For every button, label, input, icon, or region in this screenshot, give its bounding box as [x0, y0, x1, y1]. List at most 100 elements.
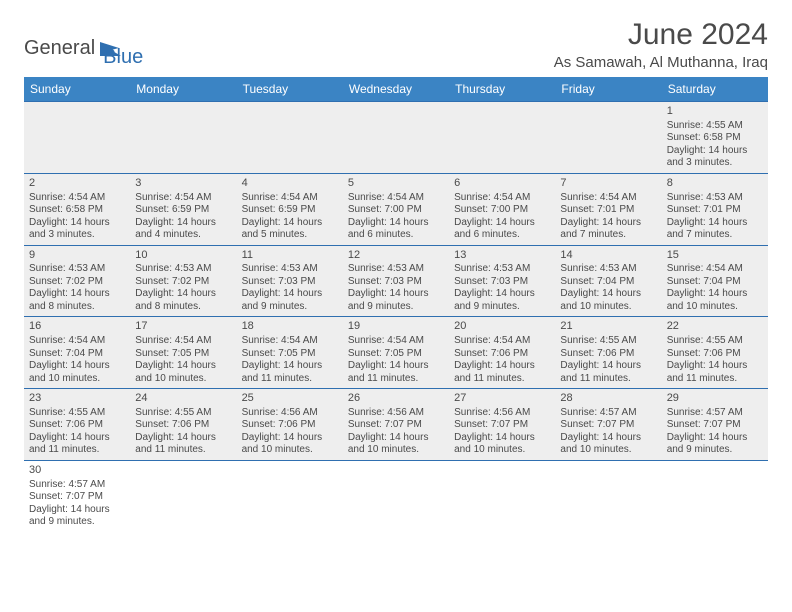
day-sunrise: Sunrise: 4:57 AM	[667, 407, 763, 420]
day-number: 16	[29, 320, 125, 334]
calendar-week-row: 2Sunrise: 4:54 AMSunset: 6:58 PMDaylight…	[24, 173, 768, 245]
day-day2: and 9 minutes.	[29, 516, 125, 529]
day-day2: and 10 minutes.	[560, 301, 656, 314]
calendar-day-cell: 9Sunrise: 4:53 AMSunset: 7:02 PMDaylight…	[24, 245, 130, 317]
day-number: 7	[560, 177, 656, 191]
day-sunrise: Sunrise: 4:55 AM	[667, 335, 763, 348]
day-day2: and 10 minutes.	[348, 444, 444, 457]
day-sunset: Sunset: 7:01 PM	[667, 204, 763, 217]
day-day2: and 7 minutes.	[560, 229, 656, 242]
calendar-empty-cell	[662, 460, 768, 531]
day-day1: Daylight: 14 hours	[560, 360, 656, 373]
calendar-day-cell: 5Sunrise: 4:54 AMSunset: 7:00 PMDaylight…	[343, 173, 449, 245]
day-sunset: Sunset: 7:04 PM	[667, 276, 763, 289]
day-sunrise: Sunrise: 4:53 AM	[242, 263, 338, 276]
day-day2: and 11 minutes.	[29, 444, 125, 457]
day-sunrise: Sunrise: 4:55 AM	[29, 407, 125, 420]
day-sunset: Sunset: 6:58 PM	[667, 132, 763, 145]
calendar-day-cell: 1Sunrise: 4:55 AMSunset: 6:58 PMDaylight…	[662, 102, 768, 174]
calendar-day-cell: 16Sunrise: 4:54 AMSunset: 7:04 PMDayligh…	[24, 317, 130, 389]
day-day2: and 10 minutes.	[29, 373, 125, 386]
day-sunrise: Sunrise: 4:53 AM	[135, 263, 231, 276]
day-sunset: Sunset: 7:07 PM	[29, 491, 125, 504]
calendar-table: Sunday Monday Tuesday Wednesday Thursday…	[24, 77, 768, 532]
day-sunrise: Sunrise: 4:54 AM	[242, 335, 338, 348]
day-sunset: Sunset: 7:05 PM	[348, 348, 444, 361]
day-sunrise: Sunrise: 4:54 AM	[29, 192, 125, 205]
day-day1: Daylight: 14 hours	[667, 432, 763, 445]
day-number: 12	[348, 249, 444, 263]
day-sunset: Sunset: 7:07 PM	[667, 419, 763, 432]
day-sunset: Sunset: 7:07 PM	[348, 419, 444, 432]
day-sunset: Sunset: 7:06 PM	[135, 419, 231, 432]
day-number: 9	[29, 249, 125, 263]
day-day1: Daylight: 14 hours	[667, 217, 763, 230]
day-sunset: Sunset: 6:59 PM	[135, 204, 231, 217]
day-sunrise: Sunrise: 4:54 AM	[242, 192, 338, 205]
day-sunrise: Sunrise: 4:53 AM	[454, 263, 550, 276]
day-day1: Daylight: 14 hours	[135, 432, 231, 445]
day-number: 4	[242, 177, 338, 191]
day-number: 6	[454, 177, 550, 191]
weekday-header: Sunday	[24, 77, 130, 102]
day-sunset: Sunset: 7:02 PM	[29, 276, 125, 289]
day-day1: Daylight: 14 hours	[242, 360, 338, 373]
day-sunrise: Sunrise: 4:54 AM	[454, 335, 550, 348]
day-number: 29	[667, 392, 763, 406]
day-day1: Daylight: 14 hours	[560, 217, 656, 230]
day-sunset: Sunset: 7:06 PM	[667, 348, 763, 361]
day-sunrise: Sunrise: 4:54 AM	[348, 335, 444, 348]
day-day1: Daylight: 14 hours	[667, 360, 763, 373]
calendar-day-cell: 19Sunrise: 4:54 AMSunset: 7:05 PMDayligh…	[343, 317, 449, 389]
day-sunset: Sunset: 7:00 PM	[348, 204, 444, 217]
calendar-empty-cell	[130, 102, 236, 174]
day-day2: and 11 minutes.	[348, 373, 444, 386]
day-day2: and 6 minutes.	[348, 229, 444, 242]
day-sunrise: Sunrise: 4:55 AM	[135, 407, 231, 420]
day-day1: Daylight: 14 hours	[242, 288, 338, 301]
day-day2: and 8 minutes.	[29, 301, 125, 314]
day-day1: Daylight: 14 hours	[29, 504, 125, 517]
day-day2: and 7 minutes.	[667, 229, 763, 242]
day-sunset: Sunset: 7:02 PM	[135, 276, 231, 289]
day-day1: Daylight: 14 hours	[348, 217, 444, 230]
day-day1: Daylight: 14 hours	[560, 288, 656, 301]
calendar-day-cell: 24Sunrise: 4:55 AMSunset: 7:06 PMDayligh…	[130, 389, 236, 461]
day-day1: Daylight: 14 hours	[242, 432, 338, 445]
day-day1: Daylight: 14 hours	[454, 288, 550, 301]
day-sunset: Sunset: 6:58 PM	[29, 204, 125, 217]
day-day2: and 4 minutes.	[135, 229, 231, 242]
day-day2: and 6 minutes.	[454, 229, 550, 242]
calendar-day-cell: 27Sunrise: 4:56 AMSunset: 7:07 PMDayligh…	[449, 389, 555, 461]
day-sunrise: Sunrise: 4:53 AM	[667, 192, 763, 205]
day-number: 25	[242, 392, 338, 406]
day-day1: Daylight: 14 hours	[29, 432, 125, 445]
calendar-empty-cell	[24, 102, 130, 174]
calendar-day-cell: 28Sunrise: 4:57 AMSunset: 7:07 PMDayligh…	[555, 389, 661, 461]
day-day1: Daylight: 14 hours	[667, 145, 763, 158]
day-number: 22	[667, 320, 763, 334]
day-day1: Daylight: 14 hours	[348, 288, 444, 301]
day-number: 26	[348, 392, 444, 406]
day-sunset: Sunset: 7:05 PM	[242, 348, 338, 361]
calendar-empty-cell	[237, 102, 343, 174]
day-number: 8	[667, 177, 763, 191]
day-number: 23	[29, 392, 125, 406]
day-day1: Daylight: 14 hours	[135, 360, 231, 373]
calendar-day-cell: 20Sunrise: 4:54 AMSunset: 7:06 PMDayligh…	[449, 317, 555, 389]
calendar-day-cell: 7Sunrise: 4:54 AMSunset: 7:01 PMDaylight…	[555, 173, 661, 245]
day-sunrise: Sunrise: 4:54 AM	[135, 335, 231, 348]
day-day1: Daylight: 14 hours	[29, 288, 125, 301]
day-sunset: Sunset: 7:06 PM	[454, 348, 550, 361]
day-day2: and 3 minutes.	[667, 157, 763, 170]
calendar-week-row: 30Sunrise: 4:57 AMSunset: 7:07 PMDayligh…	[24, 460, 768, 531]
day-sunrise: Sunrise: 4:53 AM	[348, 263, 444, 276]
day-day2: and 11 minutes.	[242, 373, 338, 386]
day-number: 11	[242, 249, 338, 263]
day-day1: Daylight: 14 hours	[29, 217, 125, 230]
day-sunrise: Sunrise: 4:54 AM	[348, 192, 444, 205]
calendar-day-cell: 17Sunrise: 4:54 AMSunset: 7:05 PMDayligh…	[130, 317, 236, 389]
weekday-header: Wednesday	[343, 77, 449, 102]
day-number: 28	[560, 392, 656, 406]
day-day2: and 11 minutes.	[454, 373, 550, 386]
